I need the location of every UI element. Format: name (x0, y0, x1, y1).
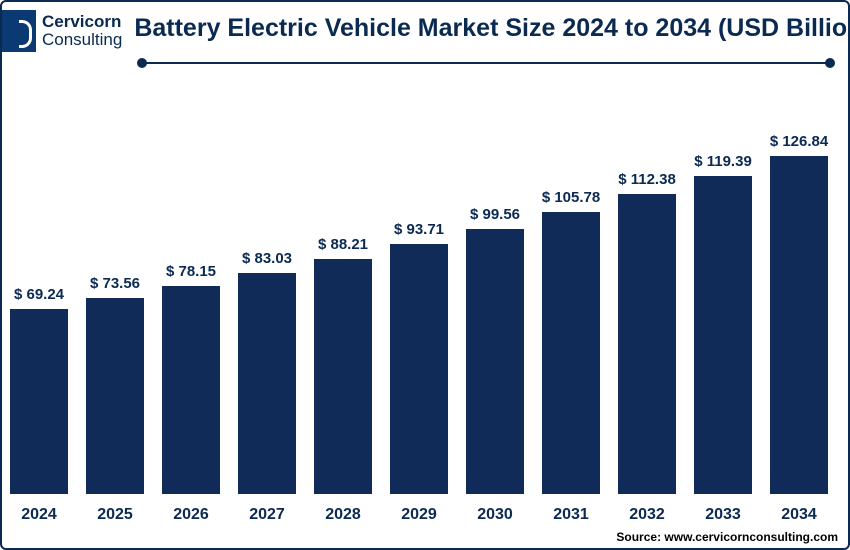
bar-col: $ 73.56 (86, 275, 144, 494)
bar-rect (542, 212, 600, 494)
bar-chart: $ 69.24 $ 73.56 $ 78.15 $ 83.03 $ 88.21 $ 93.… (2, 102, 838, 494)
bar-col: $ 105.78 (542, 189, 600, 494)
bar-rect (466, 229, 524, 494)
bar-value-label: $ 99.56 (470, 206, 520, 223)
bar-value-label: $ 105.78 (542, 189, 600, 206)
x-tick: 2028 (314, 506, 372, 524)
bar-rect (162, 286, 220, 494)
bar-col: $ 93.71 (390, 221, 448, 494)
x-axis: 2024 2025 2026 2027 2028 2029 2030 2031 2032 2033… (2, 506, 838, 524)
bar-rect (390, 244, 448, 494)
bar-rect (618, 194, 676, 494)
brand-line2: Consulting (42, 31, 122, 49)
bar-rect (694, 176, 752, 494)
bar-col: $ 112.38 (618, 171, 676, 494)
bar-rect (770, 156, 828, 494)
x-tick: 2032 (618, 506, 676, 524)
bar-value-label: $ 126.84 (770, 133, 828, 150)
x-tick: 2034 (770, 506, 828, 524)
bar-col: $ 78.15 (162, 263, 220, 494)
bar-rect (314, 259, 372, 494)
x-tick: 2025 (86, 506, 144, 524)
bar-value-label: $ 119.39 (694, 153, 752, 170)
bar-col: $ 69.24 (10, 286, 68, 494)
bar-rect (86, 298, 144, 494)
chart-title: Battery Electric Vehicle Market Size 202… (134, 10, 850, 43)
title-rule-wrap (2, 52, 848, 64)
bar-col: $ 126.84 (770, 133, 828, 494)
bar-col: $ 88.21 (314, 236, 372, 494)
bar-value-label: $ 69.24 (14, 286, 64, 303)
bar-value-label: $ 78.15 (166, 263, 216, 280)
bar-value-label: $ 93.71 (394, 221, 444, 238)
source-text: Source: www.cervicornconsulting.com (616, 530, 838, 544)
bar-value-label: $ 83.03 (242, 250, 292, 267)
brand-logo: Cervicorn Consulting (2, 10, 122, 52)
x-tick: 2026 (162, 506, 220, 524)
bar-rect (10, 309, 68, 494)
bar-col: $ 83.03 (238, 250, 296, 494)
bar-value-label: $ 88.21 (318, 236, 368, 253)
brand-mark-icon (2, 10, 36, 52)
x-tick: 2027 (238, 506, 296, 524)
x-tick: 2033 (694, 506, 752, 524)
bar-value-label: $ 112.38 (618, 171, 676, 188)
bar-value-label: $ 73.56 (90, 275, 140, 292)
title-rule (142, 62, 830, 64)
brand-text: Cervicorn Consulting (42, 13, 122, 49)
bar-col: $ 99.56 (466, 206, 524, 494)
x-tick: 2024 (10, 506, 68, 524)
x-tick: 2030 (466, 506, 524, 524)
brand-line1: Cervicorn (42, 13, 122, 31)
bar-rect (238, 273, 296, 494)
bar-col: $ 119.39 (694, 153, 752, 494)
x-tick: 2031 (542, 506, 600, 524)
header: Cervicorn Consulting Battery Electric Ve… (2, 2, 848, 52)
x-tick: 2029 (390, 506, 448, 524)
